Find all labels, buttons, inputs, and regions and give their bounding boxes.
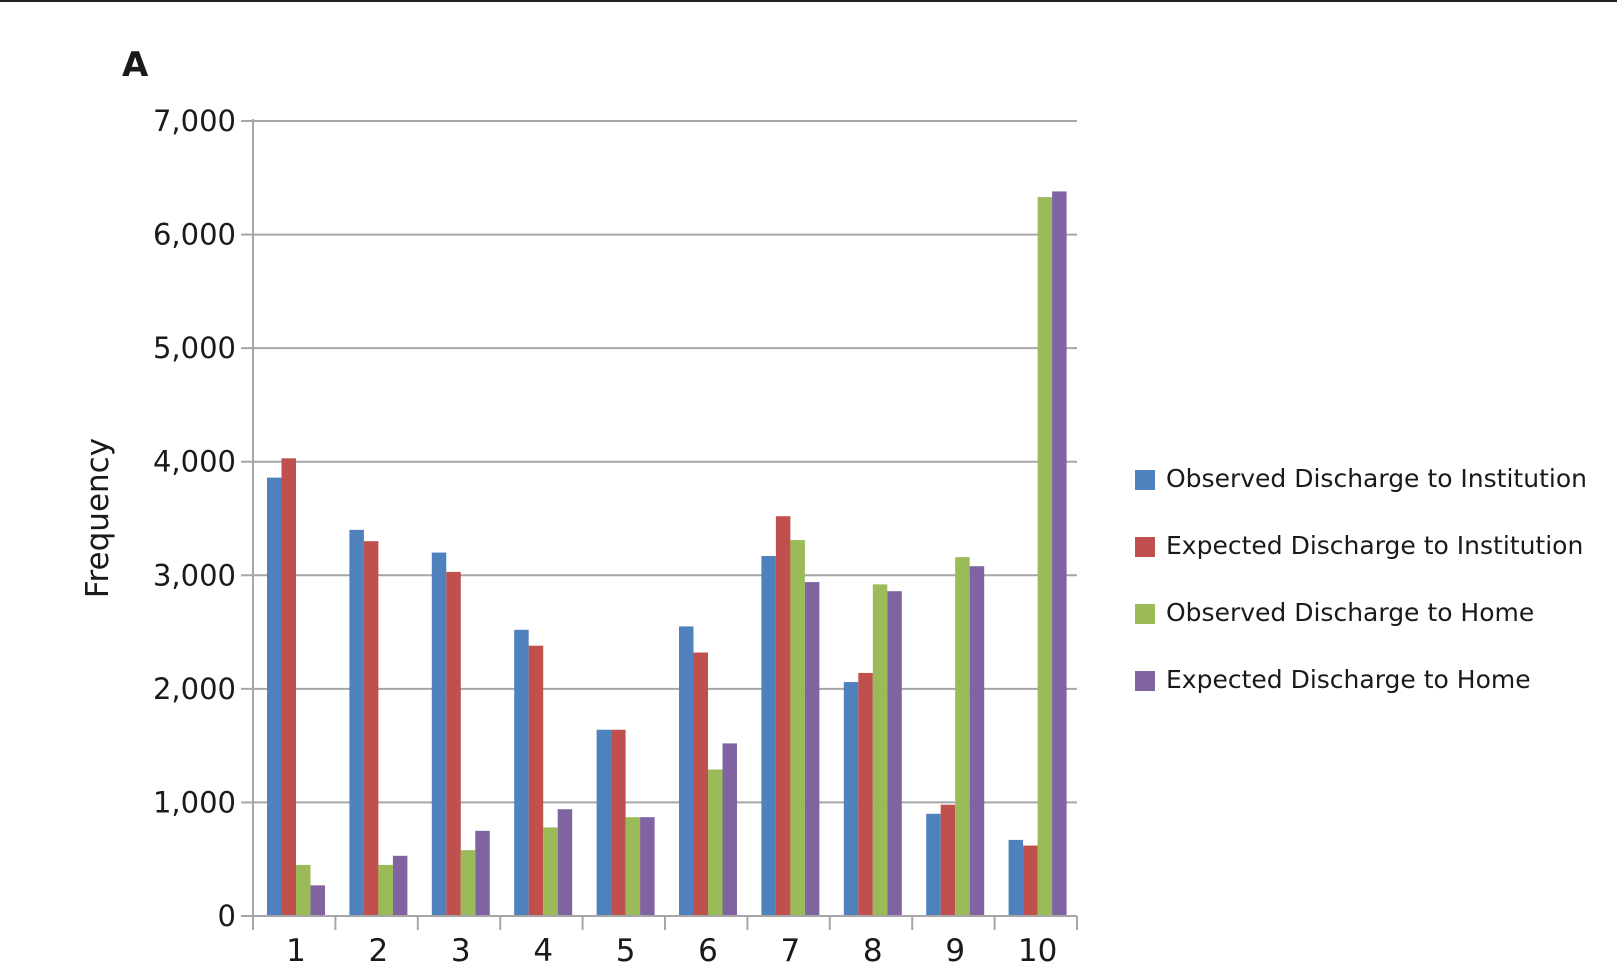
bar-1-3 — [431, 552, 447, 916]
bar-4-6 — [722, 743, 737, 916]
y-tick-label: 3,000 — [153, 558, 236, 592]
y-tick-label: 6,000 — [153, 218, 236, 252]
gridlines — [253, 120, 1077, 804]
bar-2-6 — [693, 652, 708, 916]
legend: Observed Discharge to Institution Expecte… — [1135, 464, 1587, 694]
bar-3-10 — [1037, 197, 1053, 917]
bar-3-9 — [955, 557, 970, 916]
bar-4-8 — [887, 591, 902, 916]
bar-4-10 — [1052, 191, 1067, 916]
bar-1-10 — [1008, 839, 1024, 916]
x-tick-label: 6 — [698, 933, 718, 967]
legend-swatch — [1135, 470, 1155, 490]
x-tick-label: 4 — [533, 933, 553, 967]
legend-label: Observed Discharge to Institution — [1166, 464, 1587, 493]
bar-4-3 — [475, 830, 490, 916]
y-tick-labels: 0 1,000 2,000 3,000 4,000 5,000 6,000 7,000 — [153, 104, 236, 933]
bar-4-4 — [557, 809, 573, 916]
y-tick-label: 7,000 — [153, 104, 236, 138]
bar-3-5 — [625, 817, 641, 916]
bar-2-4 — [528, 645, 544, 916]
bar-1-9 — [926, 813, 941, 916]
legend-label: Expected Discharge to Home — [1166, 665, 1531, 694]
x-tick-labels: 1 2 3 4 5 6 7 8 9 10 — [286, 933, 1057, 969]
x-tick-label: 10 — [1018, 933, 1057, 967]
bar-3-3 — [460, 850, 476, 916]
bar-2-3 — [446, 571, 461, 916]
bar-3-7 — [790, 540, 805, 916]
bar-3-6 — [708, 769, 723, 916]
y-tick-label: 1,000 — [153, 785, 236, 819]
x-tick-label: 2 — [369, 933, 389, 967]
y-tick-label: 5,000 — [153, 331, 236, 365]
bar-4-2 — [392, 855, 408, 916]
bar-2-2 — [363, 541, 379, 916]
axes — [241, 119, 1078, 930]
bar-1-4 — [514, 629, 529, 916]
bar-1-2 — [349, 529, 364, 916]
y-tick-label: 2,000 — [153, 672, 236, 706]
bar-2-7 — [775, 516, 791, 916]
bar-3-8 — [872, 584, 888, 916]
y-tick-label: 0 — [218, 899, 236, 933]
bar-2-9 — [940, 804, 956, 916]
bar-2-1 — [281, 458, 296, 916]
panel-label: A — [122, 45, 149, 85]
bar-4-1 — [310, 885, 325, 916]
bar-1-6 — [679, 626, 694, 916]
bar-1-1 — [267, 477, 282, 916]
x-tick-label: 3 — [451, 933, 471, 967]
bar-1-5 — [596, 729, 612, 916]
bar-3-4 — [543, 827, 558, 916]
bar-3-1 — [296, 864, 311, 916]
bar-4-5 — [640, 817, 655, 916]
x-tick-label: 5 — [616, 933, 636, 967]
legend-swatch — [1135, 604, 1155, 624]
bar-1-7 — [761, 555, 776, 916]
bars — [267, 191, 1067, 917]
y-tick-label: 4,000 — [153, 445, 236, 479]
legend-swatch — [1135, 537, 1155, 557]
bar-4-9 — [969, 566, 985, 916]
bar-3-2 — [378, 864, 393, 916]
legend-label: Observed Discharge to Home — [1166, 598, 1534, 627]
bar-2-8 — [858, 672, 873, 916]
bar-2-10 — [1023, 845, 1038, 916]
bar-2-5 — [611, 729, 626, 916]
bar-4-7 — [804, 582, 820, 916]
x-tick-label: 1 — [286, 933, 306, 967]
y-axis-title: Frequency — [80, 438, 116, 598]
legend-label: Expected Discharge to Institution — [1166, 531, 1583, 560]
bar-1-8 — [843, 682, 859, 916]
x-tick-label: 7 — [781, 933, 801, 967]
x-tick-label: 8 — [863, 933, 883, 967]
legend-swatch — [1135, 671, 1155, 691]
x-tick-label: 9 — [945, 933, 965, 967]
